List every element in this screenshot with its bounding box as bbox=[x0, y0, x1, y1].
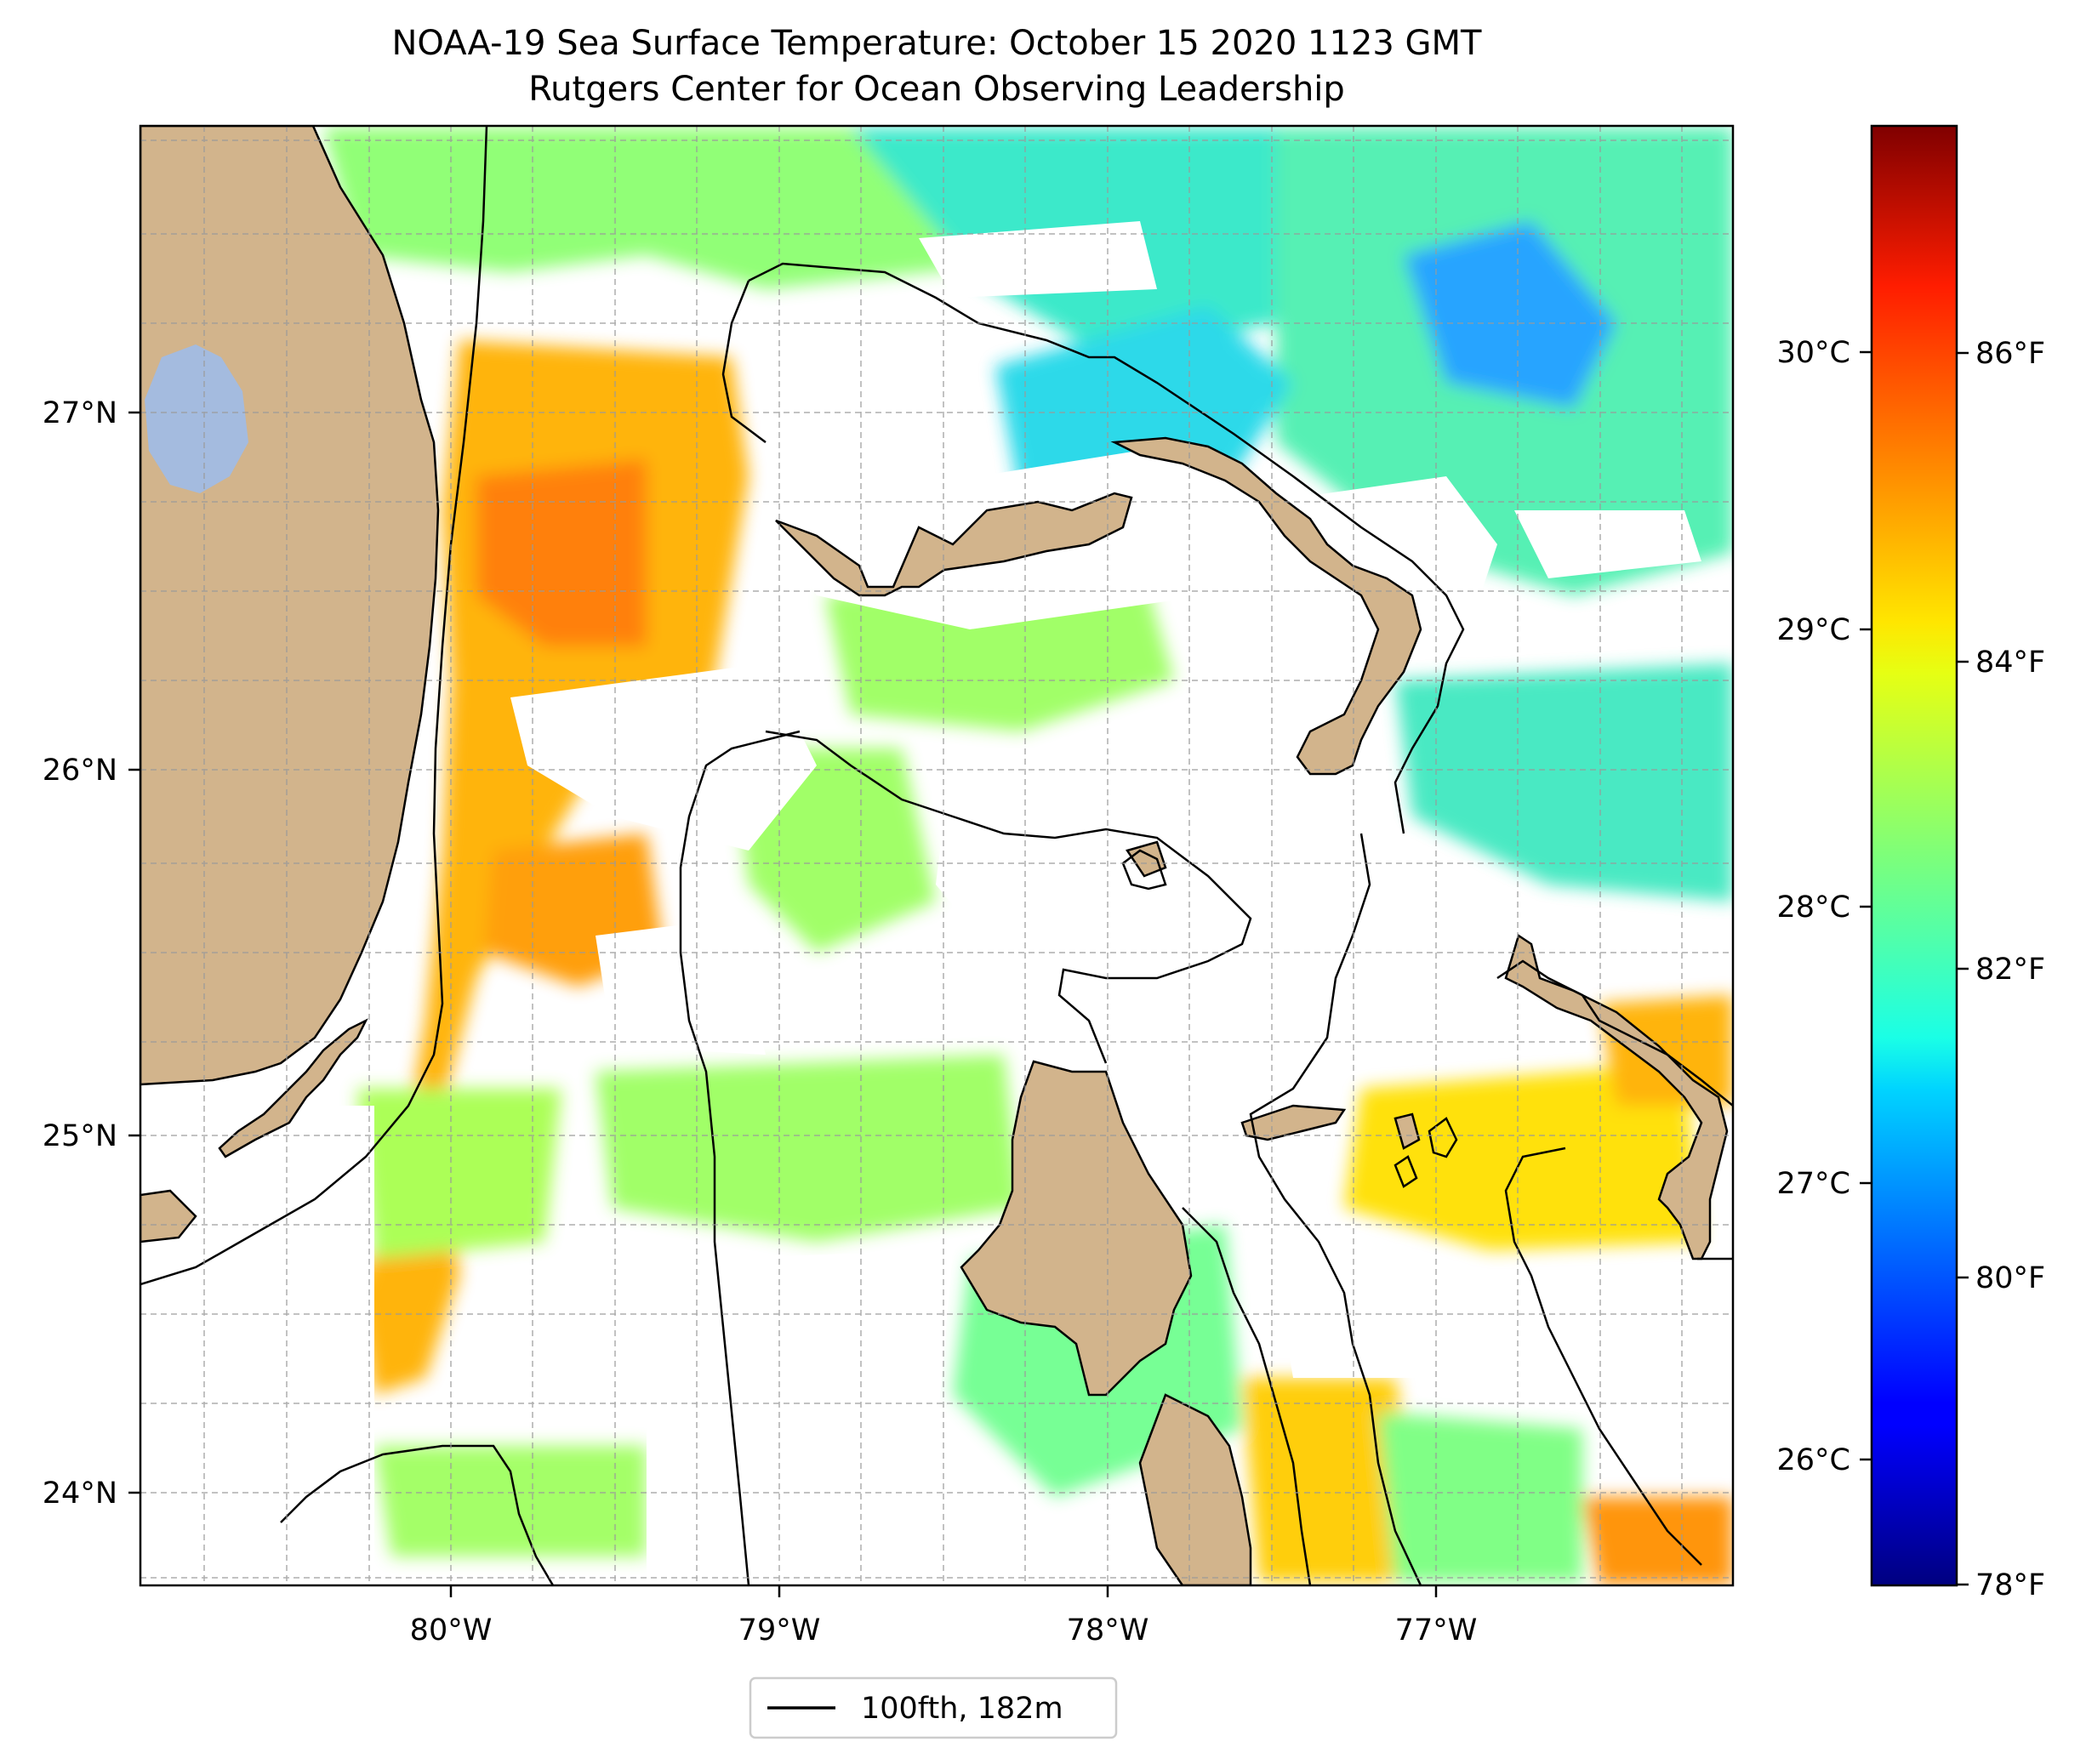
fahrenheit-ticks bbox=[1957, 351, 1969, 1586]
lat-tick-label-25n: 25°N bbox=[43, 1119, 117, 1153]
gridlines bbox=[140, 126, 1733, 1585]
lon-tick-label-80w: 80°W bbox=[410, 1613, 493, 1647]
lake-okeechobee bbox=[145, 344, 248, 493]
colorbar-gradient bbox=[1870, 124, 1958, 1587]
abaco bbox=[1110, 436, 1422, 776]
colorbar-fahrenheit-label-82: 82°F bbox=[1975, 953, 2045, 987]
small-cay bbox=[1394, 1112, 1421, 1150]
grand-bahama bbox=[775, 492, 1133, 597]
lon-tick-label-78w: 78°W bbox=[1067, 1613, 1149, 1647]
chart-subtitle: Rutgers Center for Ocean Observing Leade… bbox=[528, 70, 1345, 109]
keys-fragment bbox=[140, 1189, 197, 1243]
map-panel: 80°W 79°W 78°W 77°W 27°N 26°N 25°N 24°N bbox=[43, 124, 1735, 1647]
colorbar-celsius-label-29: 29°C bbox=[1777, 613, 1850, 647]
lat-tick-label-24n: 24°N bbox=[43, 1477, 117, 1511]
andros bbox=[960, 1060, 1193, 1397]
axis-ticks bbox=[128, 411, 1438, 1597]
colorbar-celsius-label-26: 26°C bbox=[1777, 1443, 1850, 1477]
berry-islands bbox=[1240, 1104, 1347, 1141]
lat-tick-label-26n: 26°N bbox=[43, 754, 117, 788]
colorbar-celsius-label-30: 30°C bbox=[1777, 336, 1850, 370]
colorbar: 26°C 27°C 28°C 29°C 30°C 78°F 80°F 82°F … bbox=[1777, 124, 2045, 1602]
legend-isobath-label: 100fth, 182m bbox=[861, 1692, 1063, 1726]
andros-south bbox=[1138, 1393, 1252, 1585]
map-frame bbox=[139, 124, 1735, 1587]
lon-tick-label-79w: 79°W bbox=[738, 1613, 821, 1647]
chart-title: NOAA-19 Sea Surface Temperature: October… bbox=[392, 24, 1483, 63]
colorbar-fahrenheit-label-80: 80°F bbox=[1975, 1261, 2045, 1295]
bimini-island bbox=[1126, 840, 1167, 878]
colorbar-celsius-label-27: 27°C bbox=[1777, 1167, 1850, 1201]
colorbar-fahrenheit-label-84: 84°F bbox=[1975, 646, 2045, 680]
colorbar-fahrenheit-label-86: 86°F bbox=[1975, 337, 2045, 371]
legend-box bbox=[749, 1676, 1118, 1739]
lon-tick-label-77w: 77°W bbox=[1395, 1613, 1478, 1647]
colorbar-fahrenheit-label-78: 78°F bbox=[1975, 1568, 2045, 1602]
eleuthera bbox=[1504, 934, 1729, 1260]
florida-keys-upper bbox=[218, 1018, 368, 1158]
legend: 100fth, 182m bbox=[749, 1676, 1118, 1739]
celsius-ticks bbox=[1860, 350, 1872, 1461]
colorbar-celsius-label-28: 28°C bbox=[1777, 891, 1850, 925]
lat-tick-label-27n: 27°N bbox=[43, 396, 117, 430]
